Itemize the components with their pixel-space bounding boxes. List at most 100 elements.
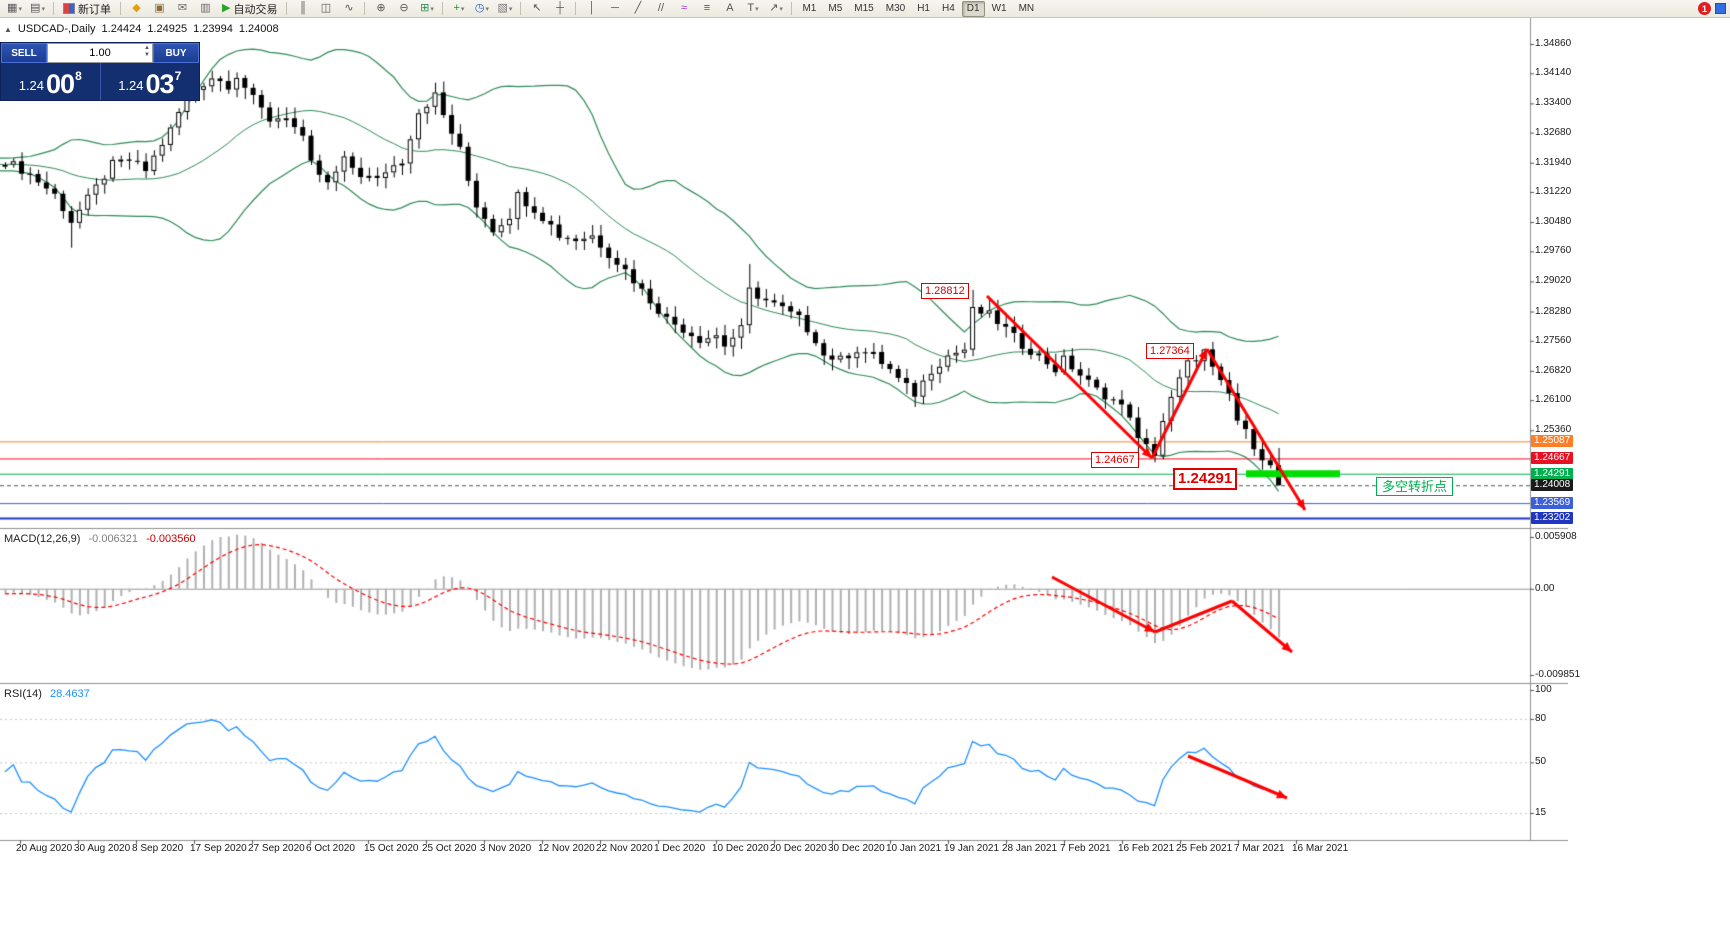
dropdown-arrow-icon[interactable]: ▾: [18, 5, 22, 13]
channel-icon-glyph: //: [657, 2, 665, 14]
dropdown-arrow-icon[interactable]: ▾: [485, 5, 490, 13]
macd-name: MACD(12,26,9): [4, 533, 81, 545]
zoom-out-icon-glyph: ⊖: [399, 2, 409, 14]
horizontal-line-icon-glyph: ─: [611, 2, 619, 14]
arrows-icon-glyph: ↗: [769, 2, 779, 14]
collapse-triangle-icon[interactable]: ▲: [4, 24, 12, 34]
history-center-icon[interactable]: ▣: [148, 0, 171, 17]
rsi-axis-tick: 100: [1535, 684, 1552, 695]
macd-axis-tick: 0.005908: [1535, 531, 1577, 542]
channel-icon[interactable]: //: [649, 0, 672, 17]
cursor-icon[interactable]: ↖: [525, 0, 548, 17]
buy-button[interactable]: BUY: [153, 43, 199, 63]
templates-icon[interactable]: ▧ ▾: [493, 0, 516, 17]
window-corner-icon[interactable]: [1715, 3, 1726, 14]
timeframe-h4[interactable]: H4: [941, 2, 955, 14]
autotrading-button-label: 自动交易: [233, 3, 278, 16]
label-icon[interactable]: T ▾: [741, 0, 764, 17]
toolbar-separator: [364, 2, 366, 15]
date-axis-label: 16 Mar 2021: [1292, 843, 1349, 854]
timeframe-m5[interactable]: M5: [828, 2, 843, 14]
cursor-icon-glyph: ↖: [532, 2, 542, 14]
candlestick-chart-icon[interactable]: ◫: [314, 0, 337, 17]
dropdown-arrow-icon[interactable]: ▾: [41, 5, 45, 13]
autotrading-glyph: ▶: [222, 2, 231, 14]
price-axis-tick: 1.31220: [1535, 185, 1572, 197]
arrows-icon[interactable]: ↗ ▾: [764, 0, 787, 17]
spinner-up-icon[interactable]: ▲: [144, 45, 150, 51]
objects-icon-glyph: ≡: [703, 2, 711, 14]
templates-icon-glyph: ▧: [497, 2, 508, 14]
zoom-out-icon[interactable]: ⊖: [392, 0, 415, 17]
dropdown-arrow-icon[interactable]: ▾: [430, 5, 434, 13]
zoom-in-icon[interactable]: ⊕: [369, 0, 392, 17]
mailbox-icon[interactable]: ✉: [171, 0, 194, 17]
horizontal-line-icon[interactable]: ─: [603, 0, 626, 17]
new-order-button-label: 新订单: [78, 3, 111, 16]
buy-price-display[interactable]: 1.24 03 7: [101, 63, 200, 100]
crosshair-icon[interactable]: ┼: [548, 0, 571, 17]
sell-price-big: 00: [46, 69, 75, 99]
tile-windows-icon[interactable]: ⊞ ▾: [415, 0, 438, 17]
sell-price-display[interactable]: 1.24 00 8: [1, 63, 100, 100]
timeframe-d1[interactable]: D1: [961, 0, 985, 17]
new-order-button[interactable]: 新订单: [58, 0, 116, 17]
market-icon[interactable]: ▥: [194, 0, 217, 17]
dropdown-arrow-icon[interactable]: ▾: [508, 5, 513, 13]
date-axis-label: 10 Jan 2021: [886, 843, 942, 854]
new-chart-icon-glyph: ▦: [7, 2, 18, 14]
macd-value-1: -0.006321: [88, 533, 139, 545]
price-divider: [99, 63, 101, 100]
vertical-line-icon[interactable]: │: [580, 0, 603, 17]
timeframe-h1[interactable]: H1: [917, 2, 930, 14]
date-axis-label: 7 Feb 2021: [1060, 843, 1111, 854]
indicators-icon[interactable]: + ▾: [447, 0, 470, 17]
new-chart-icon[interactable]: ▦ ▾: [3, 0, 26, 17]
objects-icon[interactable]: ≡: [695, 0, 718, 17]
tile-windows-icon-glyph: ⊞: [420, 2, 430, 14]
sell-button[interactable]: SELL: [1, 43, 47, 63]
timeframe-m1[interactable]: M1: [802, 2, 817, 14]
chart-info-line: ▲ USDCAD-,Daily 1.24424 1.24925 1.23994 …: [4, 23, 279, 35]
symbol-period-label: USDCAD-,Daily: [17, 23, 96, 35]
ohlc-close: 1.24008: [238, 23, 279, 35]
text-icon[interactable]: A: [718, 0, 741, 17]
ohlc-high: 1.24925: [147, 23, 188, 35]
price-axis-tick: 1.33400: [1535, 97, 1572, 109]
price-axis-tick: 1.27560: [1535, 334, 1572, 346]
buy-price-small: 1.24: [118, 78, 144, 93]
bar-chart-icon-glyph: ║: [299, 2, 307, 14]
timeframe-w1[interactable]: W1: [991, 2, 1007, 14]
price-axis-badge: 1.25087: [1531, 435, 1574, 448]
trendline-icon[interactable]: ╱: [626, 0, 649, 17]
date-axis-label: 22 Nov 2020: [596, 843, 653, 854]
crosshair-icon-glyph: ┼: [556, 2, 564, 14]
metaeditor-icon[interactable]: ◆: [125, 0, 148, 17]
chart-profile-icon[interactable]: ▤ ▾: [26, 0, 49, 17]
volume-input[interactable]: 1.00 ▲ ▼: [47, 43, 153, 63]
price-axis-badge: 1.24008: [1531, 479, 1574, 492]
one-click-trade-panel: SELL 1.00 ▲ ▼ BUY 1.24 00 8 1.24 03 7: [0, 42, 200, 101]
price-axis-tick: 1.34860: [1535, 38, 1572, 49]
autotrading-button[interactable]: ▶ 自动交易: [217, 0, 282, 17]
periods-icon[interactable]: ◷ ▾: [470, 0, 493, 17]
trendline-icon-glyph: ╱: [634, 2, 642, 14]
price-chart-canvas[interactable]: [0, 18, 1568, 856]
timeframe-mn[interactable]: MN: [1018, 2, 1035, 14]
volume-spinner[interactable]: ▲ ▼: [144, 45, 150, 59]
price-axis-tick: 1.34140: [1535, 67, 1572, 79]
timeframe-m15[interactable]: M15: [854, 2, 874, 14]
dropdown-arrow-icon[interactable]: ▾: [779, 5, 783, 13]
spinner-down-icon[interactable]: ▼: [144, 52, 150, 58]
timeframe-m30[interactable]: M30: [885, 2, 906, 14]
fibonacci-icon[interactable]: ≈: [672, 0, 695, 17]
dropdown-arrow-icon[interactable]: ▾: [755, 5, 759, 13]
date-axis-label: 6 Oct 2020: [306, 843, 355, 854]
date-axis-label: 30 Aug 2020: [74, 843, 131, 854]
line-chart-icon[interactable]: ∿: [337, 0, 360, 17]
text-icon-glyph: A: [726, 2, 734, 14]
dropdown-arrow-icon[interactable]: ▾: [460, 5, 465, 13]
price-axis-tick: 1.26100: [1535, 394, 1572, 406]
notification-badge[interactable]: 1: [1698, 2, 1711, 15]
bar-chart-icon[interactable]: ║: [291, 0, 314, 17]
